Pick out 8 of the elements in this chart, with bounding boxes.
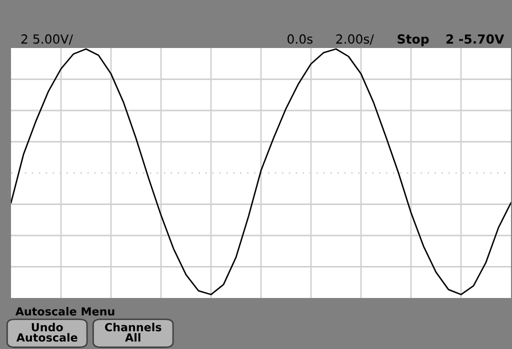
text: 0.0s [288, 34, 312, 44]
text: 2 -5.70V [446, 34, 504, 44]
text: 2 5.00V/ [21, 34, 73, 45]
text: Undo Autoscale [16, 322, 78, 342]
text: Channels All [105, 322, 162, 342]
text: Autoscale Menu [15, 306, 114, 316]
text: Stop [398, 34, 429, 46]
text: 2.00s/ [336, 34, 374, 45]
